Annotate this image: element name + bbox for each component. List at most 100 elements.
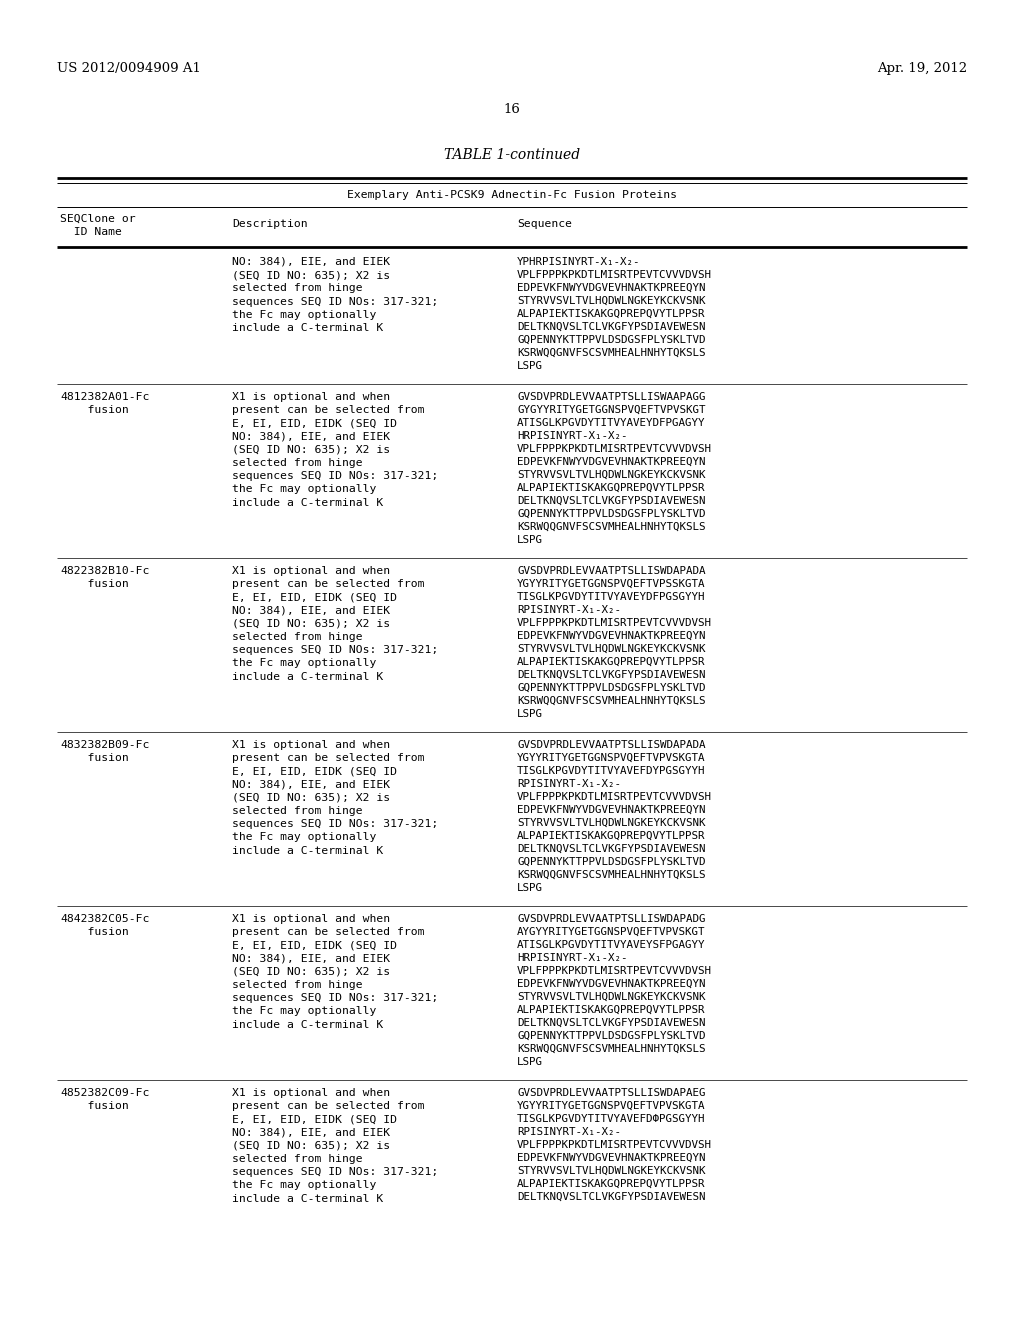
Text: STYRVVSVLTVLHQDWLNGKEYKCKVSNK: STYRVVSVLTVLHQDWLNGKEYKCKVSNK bbox=[517, 644, 706, 653]
Text: present can be selected from: present can be selected from bbox=[232, 927, 425, 937]
Text: HRPISINYRT-X₁-X₂-: HRPISINYRT-X₁-X₂- bbox=[517, 432, 628, 441]
Text: YPHRPISINYRT-X₁-X₂-: YPHRPISINYRT-X₁-X₂- bbox=[517, 257, 640, 267]
Text: ALPAPIEKTISKAKGQPREPQVYTLPPSR: ALPAPIEKTISKAKGQPREPQVYTLPPSR bbox=[517, 309, 706, 319]
Text: LSPG: LSPG bbox=[517, 360, 543, 371]
Text: fusion: fusion bbox=[60, 579, 129, 589]
Text: AYGYYRITYGЕТGGNSPVQEFTVPVSKGT: AYGYYRITYGЕТGGNSPVQEFTVPVSKGT bbox=[517, 927, 706, 937]
Text: selected from hinge: selected from hinge bbox=[232, 807, 362, 816]
Text: (SEQ ID NO: 635); X2 is: (SEQ ID NO: 635); X2 is bbox=[232, 445, 390, 455]
Text: selected from hinge: selected from hinge bbox=[232, 979, 362, 990]
Text: the Fc may optionally: the Fc may optionally bbox=[232, 1180, 377, 1191]
Text: KSRWQQGNVFSCSVMHEALHNHYTQKSLS: KSRWQQGNVFSCSVMHEALHNHYTQKSLS bbox=[517, 696, 706, 706]
Text: sequences SEQ ID NOs: 317-321;: sequences SEQ ID NOs: 317-321; bbox=[232, 820, 438, 829]
Text: EDPEVKFNWYVDGVEVHNAKTKPREEQYN: EDPEVKFNWYVDGVEVHNAKTKPREEQYN bbox=[517, 457, 706, 467]
Text: KSRWQQGNVFSCSVMHEALHNHYTQKSLS: KSRWQQGNVFSCSVMHEALHNHYTQKSLS bbox=[517, 348, 706, 358]
Text: ALPAPIEKTISKAKGQPREPQVYTLPPSR: ALPAPIEKTISKAKGQPREPQVYTLPPSR bbox=[517, 657, 706, 667]
Text: (SEQ ID NO: 635); X2 is: (SEQ ID NO: 635); X2 is bbox=[232, 966, 390, 977]
Text: Description: Description bbox=[232, 219, 307, 230]
Text: E, EI, EID, EIDK (SEQ ID: E, EI, EID, EIDK (SEQ ID bbox=[232, 767, 397, 776]
Text: SEQClone or: SEQClone or bbox=[60, 214, 135, 224]
Text: TISGLKPGVDYTITVYAVEFDYPGSGYYH: TISGLKPGVDYTITVYAVEFDYPGSGYYH bbox=[517, 766, 706, 776]
Text: ID Name: ID Name bbox=[60, 227, 122, 238]
Text: selected from hinge: selected from hinge bbox=[232, 1154, 362, 1164]
Text: 4812382A01-Fc: 4812382A01-Fc bbox=[60, 392, 150, 403]
Text: include a C-terminal K: include a C-terminal K bbox=[232, 1193, 383, 1204]
Text: LSPG: LSPG bbox=[517, 883, 543, 894]
Text: STYRVVSVLTVLHQDWLNGKEYKCKVSNK: STYRVVSVLTVLHQDWLNGKEYKCKVSNK bbox=[517, 818, 706, 828]
Text: 16: 16 bbox=[504, 103, 520, 116]
Text: 4822382B10-Fc: 4822382B10-Fc bbox=[60, 566, 150, 576]
Text: GQPENNYKTTPPVLDSDGSFPLYSKLTVD: GQPENNYKTTPPVLDSDGSFPLYSKLTVD bbox=[517, 857, 706, 867]
Text: sequences SEQ ID NOs: 317-321;: sequences SEQ ID NOs: 317-321; bbox=[232, 297, 438, 306]
Text: KSRWQQGNVFSCSVMHEALHNHYTQKSLS: KSRWQQGNVFSCSVMHEALHNHYTQKSLS bbox=[517, 1044, 706, 1053]
Text: E, EI, EID, EIDK (SEQ ID: E, EI, EID, EIDK (SEQ ID bbox=[232, 593, 397, 602]
Text: (SEQ ID NO: 635); X2 is: (SEQ ID NO: 635); X2 is bbox=[232, 1140, 390, 1151]
Text: US 2012/0094909 A1: US 2012/0094909 A1 bbox=[57, 62, 201, 75]
Text: NO: 384), EIE, and EIEK: NO: 384), EIE, and EIEK bbox=[232, 780, 390, 789]
Text: X1 is optional and when: X1 is optional and when bbox=[232, 741, 390, 750]
Text: present can be selected from: present can be selected from bbox=[232, 579, 425, 589]
Text: LSPG: LSPG bbox=[517, 535, 543, 545]
Text: (SEQ ID NO: 635); X2 is: (SEQ ID NO: 635); X2 is bbox=[232, 271, 390, 280]
Text: fusion: fusion bbox=[60, 927, 129, 937]
Text: GQPENNYKTTPPVLDSDGSFPLYSKLTVD: GQPENNYKTTPPVLDSDGSFPLYSKLTVD bbox=[517, 510, 706, 519]
Text: VPLFPPPKPKDTLMISRTPEVTCVVVDVSH: VPLFPPPKPKDTLMISRTPEVTCVVVDVSH bbox=[517, 1140, 712, 1150]
Text: NO: 384), EIE, and EIEK: NO: 384), EIE, and EIEK bbox=[232, 953, 390, 964]
Text: YGYYRITYGЕТGGNSPVQEFTVPSSKGTA: YGYYRITYGЕТGGNSPVQEFTVPSSKGTA bbox=[517, 579, 706, 589]
Text: Exemplary Anti-PCSK9 Adnectin-Fc Fusion Proteins: Exemplary Anti-PCSK9 Adnectin-Fc Fusion … bbox=[347, 190, 677, 201]
Text: X1 is optional and when: X1 is optional and when bbox=[232, 566, 390, 576]
Text: the Fc may optionally: the Fc may optionally bbox=[232, 833, 377, 842]
Text: RPISINYRT-X₁-X₂-: RPISINYRT-X₁-X₂- bbox=[517, 1127, 621, 1137]
Text: GVSDVPRDLEVVAATPTSLLISWAAPAGG: GVSDVPRDLEVVAATPTSLLISWAAPAGG bbox=[517, 392, 706, 403]
Text: GVSDVPRDLEVVAATPTSLLISWDAPADA: GVSDVPRDLEVVAATPTSLLISWDAPADA bbox=[517, 566, 706, 576]
Text: sequences SEQ ID NOs: 317-321;: sequences SEQ ID NOs: 317-321; bbox=[232, 1167, 438, 1177]
Text: X1 is optional and when: X1 is optional and when bbox=[232, 392, 390, 403]
Text: selected from hinge: selected from hinge bbox=[232, 632, 362, 642]
Text: EDPEVKFNWYVDGVEVHNAKTKPREEQYN: EDPEVKFNWYVDGVEVHNAKTKPREEQYN bbox=[517, 805, 706, 814]
Text: STYRVVSVLTVLHQDWLNGKEYKCKVSNK: STYRVVSVLTVLHQDWLNGKEYKCKVSNK bbox=[517, 1166, 706, 1176]
Text: NO: 384), EIE, and EIEK: NO: 384), EIE, and EIEK bbox=[232, 257, 390, 267]
Text: X1 is optional and when: X1 is optional and when bbox=[232, 913, 390, 924]
Text: E, EI, EID, EIDK (SEQ ID: E, EI, EID, EIDK (SEQ ID bbox=[232, 418, 397, 429]
Text: ATISGLKPGVDYTITVYAVEYDFPGAGYY: ATISGLKPGVDYTITVYAVEYDFPGAGYY bbox=[517, 418, 706, 428]
Text: STYRVVSVLTVLHQDWLNGKEYKCKVSNK: STYRVVSVLTVLHQDWLNGKEYKCKVSNK bbox=[517, 470, 706, 480]
Text: LSPG: LSPG bbox=[517, 1057, 543, 1067]
Text: TISGLKPGVDYTITVYAVEYDFPGSGYYH: TISGLKPGVDYTITVYAVEYDFPGSGYYH bbox=[517, 591, 706, 602]
Text: selected from hinge: selected from hinge bbox=[232, 458, 362, 469]
Text: GQPENNYKTTPPVLDSDGSFPLYSKLTVD: GQPENNYKTTPPVLDSDGSFPLYSKLTVD bbox=[517, 682, 706, 693]
Text: YGYYRITYGЕТGGNSPVQEFTVPVSKGTA: YGYYRITYGЕТGGNSPVQEFTVPVSKGTA bbox=[517, 752, 706, 763]
Text: STYRVVSVLTVLHQDWLNGKEYKCKVSNK: STYRVVSVLTVLHQDWLNGKEYKCKVSNK bbox=[517, 993, 706, 1002]
Text: DELTKNQVSLTCLVKGFYPSDIAVEWESN: DELTKNQVSLTCLVKGFYPSDIAVEWESN bbox=[517, 322, 706, 333]
Text: VPLFPPPKPKDTLMISRTPEVTCVVVDVSH: VPLFPPPKPKDTLMISRTPEVTCVVVDVSH bbox=[517, 271, 712, 280]
Text: GVSDVPRDLEVVAATPTSLLISWDAPADA: GVSDVPRDLEVVAATPTSLLISWDAPADA bbox=[517, 741, 706, 750]
Text: include a C-terminal K: include a C-terminal K bbox=[232, 846, 383, 855]
Text: E, EI, EID, EIDK (SEQ ID: E, EI, EID, EIDK (SEQ ID bbox=[232, 940, 397, 950]
Text: TISGLKPGVDYTITVYAVEFDФPGSGYYH: TISGLKPGVDYTITVYAVEFDФPGSGYYH bbox=[517, 1114, 706, 1125]
Text: KSRWQQGNVFSCSVMHEALHNHYTQKSLS: KSRWQQGNVFSCSVMHEALHNHYTQKSLS bbox=[517, 870, 706, 880]
Text: sequences SEQ ID NOs: 317-321;: sequences SEQ ID NOs: 317-321; bbox=[232, 471, 438, 482]
Text: the Fc may optionally: the Fc may optionally bbox=[232, 484, 377, 495]
Text: NO: 384), EIE, and EIEK: NO: 384), EIE, and EIEK bbox=[232, 432, 390, 442]
Text: VPLFPPPKPKDTLMISRTPEVTCVVVDVSH: VPLFPPPKPKDTLMISRTPEVTCVVVDVSH bbox=[517, 792, 712, 803]
Text: EDPEVKFNWYVDGVEVHNAKTKPREEQYN: EDPEVKFNWYVDGVEVHNAKTKPREEQYN bbox=[517, 979, 706, 989]
Text: NO: 384), EIE, and EIEK: NO: 384), EIE, and EIEK bbox=[232, 1127, 390, 1138]
Text: DELTKNQVSLTCLVKGFYPSDIAVEWESN: DELTKNQVSLTCLVKGFYPSDIAVEWESN bbox=[517, 671, 706, 680]
Text: DELTKNQVSLTCLVKGFYPSDIAVEWESN: DELTKNQVSLTCLVKGFYPSDIAVEWESN bbox=[517, 1018, 706, 1028]
Text: STYRVVSVLTVLHQDWLNGKEYKCKVSNK: STYRVVSVLTVLHQDWLNGKEYKCKVSNK bbox=[517, 296, 706, 306]
Text: (SEQ ID NO: 635); X2 is: (SEQ ID NO: 635); X2 is bbox=[232, 619, 390, 628]
Text: fusion: fusion bbox=[60, 405, 129, 416]
Text: (SEQ ID NO: 635); X2 is: (SEQ ID NO: 635); X2 is bbox=[232, 793, 390, 803]
Text: fusion: fusion bbox=[60, 754, 129, 763]
Text: DELTKNQVSLTCLVKGFYPSDIAVEWESN: DELTKNQVSLTCLVKGFYPSDIAVEWESN bbox=[517, 1192, 706, 1203]
Text: GVSDVPRDLEVVAATPTSLLISWDAPADG: GVSDVPRDLEVVAATPTSLLISWDAPADG bbox=[517, 913, 706, 924]
Text: the Fc may optionally: the Fc may optionally bbox=[232, 659, 377, 668]
Text: NO: 384), EIE, and EIEK: NO: 384), EIE, and EIEK bbox=[232, 606, 390, 615]
Text: LSPG: LSPG bbox=[517, 709, 543, 719]
Text: VPLFPPPKPKDTLMISRTPEVTCVVVDVSH: VPLFPPPKPKDTLMISRTPEVTCVVVDVSH bbox=[517, 966, 712, 975]
Text: RPISINYRT-X₁-X₂-: RPISINYRT-X₁-X₂- bbox=[517, 779, 621, 789]
Text: ALPAPIEKTISKAKGQPREPQVYTLPPSR: ALPAPIEKTISKAKGQPREPQVYTLPPSR bbox=[517, 832, 706, 841]
Text: KSRWQQGNVFSCSVMHEALHNHYTQKSLS: KSRWQQGNVFSCSVMHEALHNHYTQKSLS bbox=[517, 521, 706, 532]
Text: 4832382B09-Fc: 4832382B09-Fc bbox=[60, 741, 150, 750]
Text: include a C-terminal K: include a C-terminal K bbox=[232, 672, 383, 681]
Text: EDPEVKFNWYVDGVEVHNAKTKPREEQYN: EDPEVKFNWYVDGVEVHNAKTKPREEQYN bbox=[517, 631, 706, 642]
